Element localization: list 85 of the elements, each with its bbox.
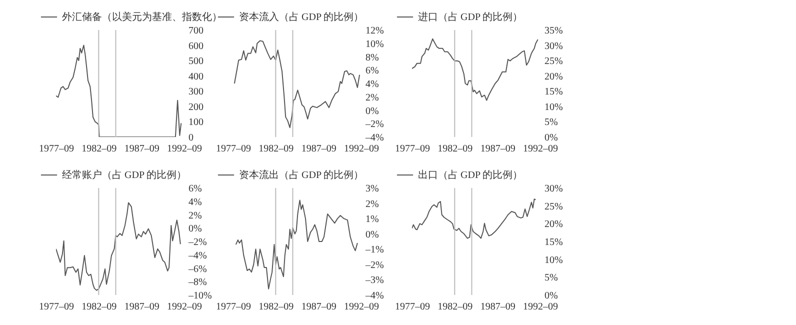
y-tick-label: 12% — [366, 26, 384, 36]
y-tick-label: 5% — [544, 117, 558, 128]
y-tick-label: 35% — [544, 26, 563, 36]
legend-label: 资本流入（占 GDP 的比例） — [239, 11, 364, 23]
y-tick-label: 200 — [188, 102, 204, 113]
y-tick-label: –3% — [364, 275, 384, 286]
line-series — [412, 198, 536, 239]
x-tick-label: 1987–09 — [124, 144, 160, 154]
y-tick-label: 700 — [188, 26, 204, 36]
x-tick-label: 1987–09 — [301, 144, 336, 154]
y-tick-label: 8% — [366, 52, 379, 64]
x-tick-label: 1992–09 — [167, 302, 202, 312]
y-tick-label: –10% — [188, 290, 212, 302]
y-tick-label: 2% — [366, 198, 379, 210]
y-tick-label: 30% — [544, 184, 563, 194]
y-tick-label: 20% — [544, 71, 563, 82]
x-tick-label: 1982–09 — [82, 144, 117, 154]
y-tick-label: 15% — [544, 86, 563, 98]
y-tick-label: 2% — [188, 210, 202, 222]
x-tick-label: 1982–09 — [258, 302, 294, 312]
y-tick-label: 0% — [366, 106, 379, 117]
y-tick-label: 5% — [544, 272, 558, 284]
x-tick-label: 1982–09 — [82, 302, 117, 312]
y-tick-label: 15% — [544, 237, 563, 248]
x-tick-label: 1982–09 — [258, 144, 294, 154]
x-tick-label: 1987–09 — [480, 302, 516, 312]
y-tick-label: 2% — [366, 92, 379, 104]
line-series — [234, 40, 360, 128]
y-tick-label: –2% — [364, 119, 384, 130]
y-tick-label: 25% — [544, 56, 563, 68]
y-tick-label: 100 — [188, 117, 204, 128]
x-tick-label: 1992–09 — [344, 302, 379, 312]
y-tick-label: –6% — [188, 264, 207, 275]
x-tick-label: 1992–09 — [523, 144, 558, 154]
x-tick-label: 1977–09 — [39, 144, 74, 154]
y-tick-label: 400 — [188, 71, 204, 82]
x-tick-label: 1977–09 — [39, 302, 74, 312]
y-tick-label: –2% — [364, 260, 384, 271]
y-tick-label: 10% — [544, 254, 563, 266]
y-tick-label: 4% — [366, 79, 379, 90]
y-tick-label: –2% — [188, 237, 207, 248]
y-tick-label: 20% — [544, 219, 563, 230]
x-tick-label: 1982–09 — [438, 302, 473, 312]
y-tick-label: 25% — [544, 201, 563, 212]
x-tick-label: 1977–09 — [216, 302, 251, 312]
x-tick-label: 1987–09 — [480, 144, 516, 154]
legend-label: 出口（占 GDP 的比例） — [418, 169, 523, 181]
x-tick-label: 1987–09 — [124, 302, 160, 312]
y-tick-label: 0% — [366, 229, 379, 240]
x-tick-label: 1977–09 — [216, 144, 251, 154]
y-tick-label: –4% — [188, 250, 207, 262]
y-tick-label: 600 — [188, 40, 204, 52]
y-tick-label: 500 — [188, 56, 204, 68]
y-tick-label: 6% — [188, 184, 202, 194]
y-tick-label: 3% — [366, 184, 379, 194]
y-tick-label: –4% — [364, 132, 384, 144]
line-series — [235, 200, 358, 290]
x-tick-label: 1992–09 — [167, 144, 202, 154]
y-tick-label: 30% — [544, 40, 563, 52]
x-tick-label: 1977–09 — [395, 302, 430, 312]
x-tick-label: 1977–09 — [395, 144, 430, 154]
y-tick-label: 10% — [544, 102, 563, 113]
y-tick-label: 0 — [188, 132, 194, 144]
x-tick-label: 1992–09 — [523, 302, 558, 312]
y-tick-label: –1% — [364, 244, 384, 256]
y-tick-label: 0% — [188, 224, 202, 235]
y-tick-label: –8% — [188, 277, 207, 288]
y-tick-label: 6% — [366, 66, 379, 77]
line-series — [56, 44, 182, 137]
y-tick-label: 0% — [544, 132, 558, 144]
legend-label: 外汇储备（以美元为基准、指数化） — [62, 11, 222, 23]
legend-label: 经常账户（占 GDP 的比例） — [62, 169, 187, 181]
y-tick-label: 10% — [366, 38, 384, 50]
y-tick-label: 1% — [366, 214, 379, 226]
line-series — [412, 38, 538, 101]
y-tick-label: –4% — [364, 290, 384, 302]
x-tick-label: 1992–09 — [344, 144, 379, 154]
y-tick-label: 0% — [544, 290, 558, 302]
y-tick-label: 4% — [188, 196, 202, 208]
y-tick-label: 300 — [188, 86, 204, 98]
legend-label: 进口（占 GDP 的比例） — [418, 11, 523, 23]
x-tick-label: 1982–09 — [438, 144, 473, 154]
legend-label: 资本流出（占 GDP 的比例） — [239, 169, 364, 181]
line-series — [56, 202, 181, 291]
x-tick-label: 1987–09 — [301, 302, 336, 312]
